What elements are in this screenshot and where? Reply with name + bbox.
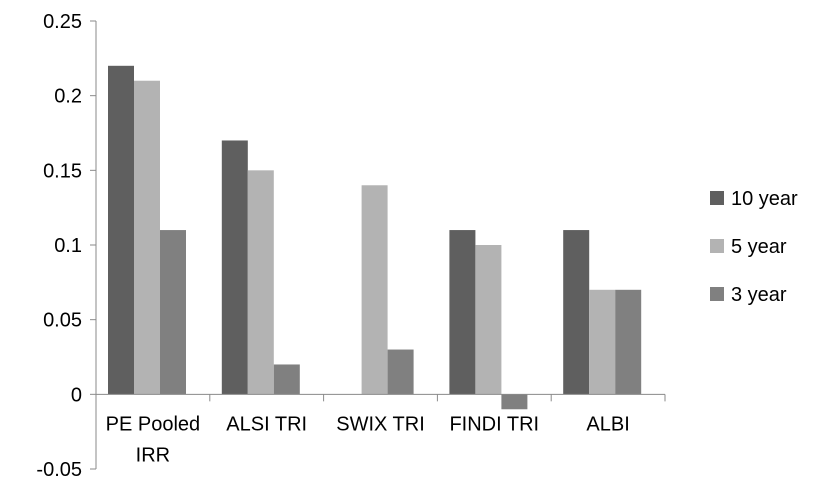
x-category-label: IRR bbox=[136, 444, 170, 466]
x-axis: PE Pooled IRR ALSI TRI SWIX TRI FINDI TRI ALB… bbox=[95, 393, 666, 466]
bar-3-year-4 bbox=[615, 289, 642, 395]
bar-5-year-4 bbox=[589, 289, 616, 395]
bar-3-year-3 bbox=[501, 394, 528, 410]
y-tick-label: 0.15 bbox=[43, 160, 82, 182]
legend-label: 10 year bbox=[731, 188, 798, 210]
y-tick-label: 0.1 bbox=[54, 235, 82, 257]
x-category-label: ALBI bbox=[586, 413, 629, 435]
bars bbox=[108, 65, 642, 410]
y-tick-label: 0.25 bbox=[43, 11, 82, 33]
legend-label: 5 year bbox=[731, 236, 787, 258]
bar-3-year-2 bbox=[387, 349, 414, 395]
bar-5-year-1 bbox=[247, 170, 274, 395]
x-category-label: PE Pooled bbox=[106, 413, 201, 435]
bar-3-year-0 bbox=[160, 230, 186, 395]
legend-swatch bbox=[710, 191, 724, 205]
legend-swatch bbox=[710, 287, 724, 301]
bar-5-year-2 bbox=[361, 185, 388, 395]
bar-5-year-0 bbox=[134, 80, 160, 395]
legend-label: 3 year bbox=[731, 284, 787, 306]
bar-10-year-1 bbox=[221, 140, 248, 395]
bar-10-year-3 bbox=[449, 230, 476, 395]
bar-5-year-3 bbox=[475, 245, 502, 395]
bar-3-year-1 bbox=[273, 364, 300, 395]
y-tick-label: -0.05 bbox=[36, 459, 82, 479]
bar-10-year-0 bbox=[108, 65, 134, 395]
x-category-label: SWIX TRI bbox=[336, 413, 425, 435]
y-tick-label: 0 bbox=[71, 384, 82, 406]
y-tick-label: 0.2 bbox=[54, 86, 82, 108]
y-axis: 0.25 0.2 0.15 0.1 0.05 0 -0.05 bbox=[36, 11, 97, 479]
x-category-label: FINDI TRI bbox=[449, 413, 539, 435]
y-tick-label: 0.05 bbox=[43, 310, 82, 332]
bar-10-year-4 bbox=[563, 230, 590, 395]
x-category-label: ALSI TRI bbox=[226, 413, 307, 435]
legend: 10 year 5 year 3 year bbox=[710, 188, 798, 306]
legend-swatch bbox=[710, 239, 724, 253]
